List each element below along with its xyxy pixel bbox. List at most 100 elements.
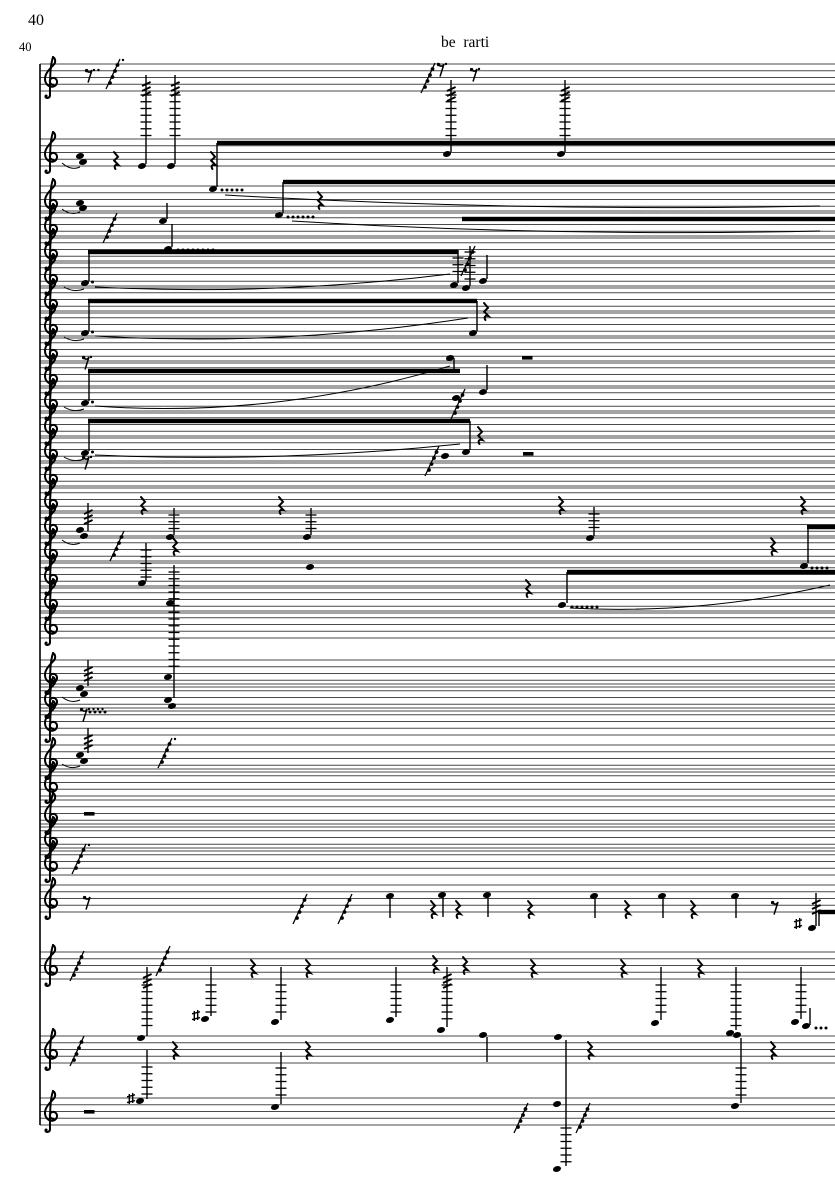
rests-group: [79, 62, 807, 1114]
note-head: [163, 673, 173, 681]
continuation-dot: [220, 188, 224, 192]
note-head: [449, 281, 459, 289]
continuation-dot: [186, 248, 190, 252]
grace-note-head: [79, 854, 83, 858]
grace-note-head: [165, 748, 169, 752]
note-head: [385, 892, 395, 900]
grace-note-head: [432, 456, 436, 460]
grace-note-head: [423, 85, 427, 89]
grace-note-head: [460, 393, 465, 397]
continuation-dot: [824, 1026, 828, 1030]
tremolo-slash: [83, 739, 94, 745]
eighth-rest-icon: [469, 67, 478, 82]
tremolo-slash: [811, 904, 822, 910]
slur: [61, 763, 81, 769]
slur: [61, 208, 81, 214]
sharp-icon: [793, 917, 803, 930]
grace-note-head: [463, 268, 467, 272]
grace-note-head: [455, 405, 460, 409]
note-head: [807, 924, 817, 932]
note-head: [801, 1022, 811, 1030]
grace-note-head: [340, 916, 344, 920]
half-rest-icon: [84, 812, 95, 816]
grace-note-head: [518, 1119, 523, 1123]
grace-note-head: [428, 73, 432, 77]
grace-note-head: [160, 962, 165, 966]
beam: [462, 216, 835, 222]
continuation-dot: [211, 248, 215, 252]
note-head: [80, 279, 90, 287]
note-head: [482, 891, 492, 899]
grace-note-head: [165, 950, 170, 954]
continuation-dot: [98, 710, 102, 714]
continuation-dot: [235, 188, 239, 192]
continuation-dot: [815, 566, 819, 570]
grace-note-head: [74, 866, 78, 870]
grace-note-head: [453, 411, 457, 415]
continuation-dot: [580, 605, 584, 609]
note-head: [445, 354, 455, 362]
rest-dot: [96, 707, 100, 711]
augmentation-dot: [91, 450, 94, 454]
continuation-dot: [286, 215, 290, 219]
note-head: [790, 1018, 800, 1026]
slur: [569, 584, 831, 610]
slur: [291, 220, 821, 234]
eighth-rest-icon: [82, 895, 91, 910]
rest-dot: [89, 355, 93, 359]
beam: [807, 524, 835, 530]
note-head: [385, 1016, 395, 1024]
note-head: [136, 1034, 146, 1042]
beam: [283, 179, 835, 185]
slur: [63, 456, 85, 462]
note-head: [650, 1019, 660, 1027]
continuation-dot: [206, 248, 210, 252]
grace-note-head: [580, 1119, 585, 1123]
note-head: [436, 1026, 446, 1034]
tremolo-slash: [83, 744, 94, 750]
grace-note-head: [110, 223, 114, 227]
continuation-dot: [103, 710, 107, 714]
tremolo-slash: [141, 81, 152, 87]
continuation-dot: [595, 605, 599, 609]
continuation-dot: [196, 248, 200, 252]
continuation-dot: [230, 188, 234, 192]
sharp-icon: [191, 1009, 201, 1022]
note-head: [556, 150, 566, 158]
rest-dot: [97, 68, 100, 72]
grace-note-head: [342, 910, 347, 914]
continuation-dot: [820, 566, 824, 570]
continuation-dot: [825, 566, 829, 570]
grace-note-head: [74, 1052, 79, 1056]
measure-number: 40: [19, 40, 32, 54]
tremolo-slash: [442, 978, 453, 984]
tremolo-slash: [811, 909, 822, 915]
grace-dot: [173, 737, 177, 741]
grace-note-head: [79, 955, 84, 959]
staves-group: [39, 63, 835, 1126]
note-head: [302, 533, 312, 541]
grace-note-head: [516, 1125, 520, 1129]
note-head: [461, 448, 471, 456]
continuation-dot: [176, 248, 180, 252]
note-head: [478, 388, 488, 396]
slur: [94, 365, 451, 410]
note-head: [270, 1103, 280, 1111]
continuation-dot: [201, 248, 205, 252]
tremolo-slash: [83, 509, 94, 515]
grace-note-head: [72, 973, 76, 977]
quarter-rest-icon: [172, 537, 179, 556]
note-head: [80, 449, 90, 457]
grace-note-head: [300, 904, 304, 908]
grace-note-head: [585, 1107, 590, 1111]
slur: [61, 162, 81, 169]
grace-note-head: [470, 250, 475, 254]
note-head: [137, 579, 147, 587]
grace-note-head: [427, 468, 431, 472]
rest-dot: [87, 707, 91, 711]
grace-note-head: [430, 67, 435, 71]
grace-note-head: [302, 898, 307, 902]
note-head: [78, 204, 88, 212]
